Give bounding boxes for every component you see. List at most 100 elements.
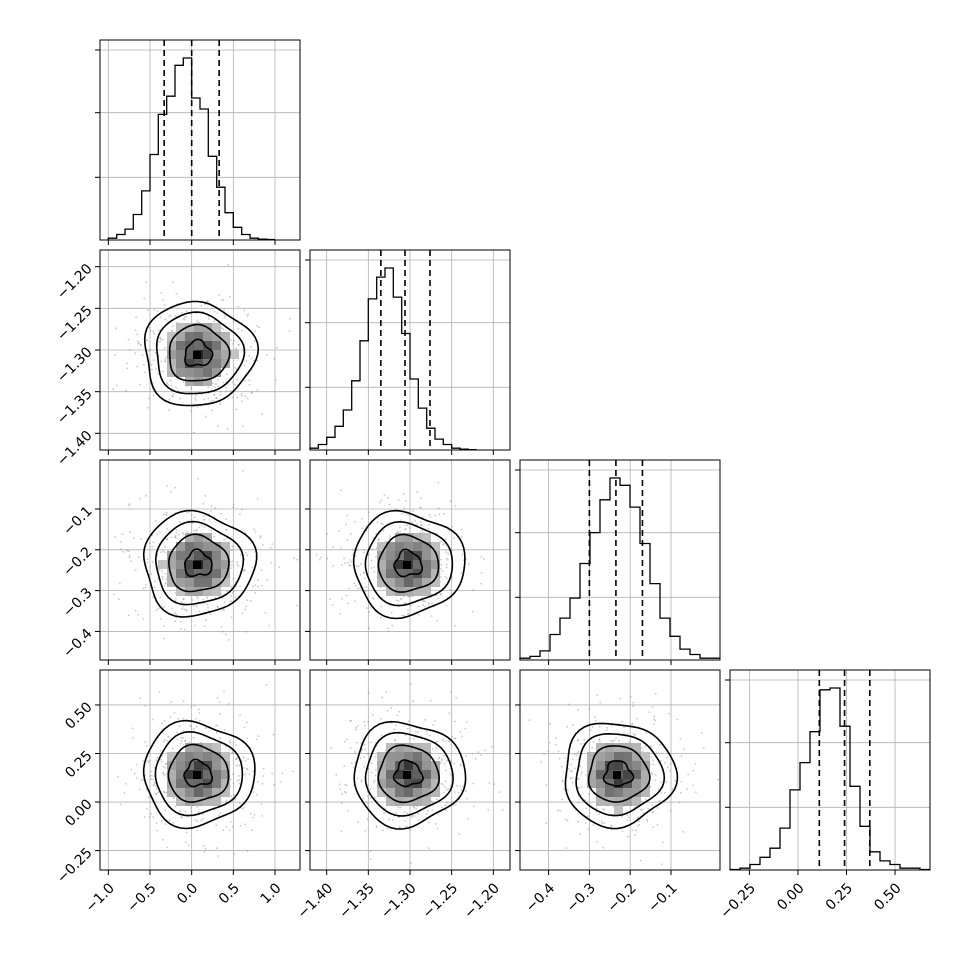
- sample-point: [447, 552, 450, 555]
- density-cell: [422, 542, 431, 551]
- sample-point: [186, 608, 188, 611]
- sample-point: [319, 558, 321, 561]
- sample-point: [163, 304, 166, 307]
- sample-point: [168, 398, 171, 401]
- density-cell: [431, 788, 440, 797]
- sample-point: [391, 819, 394, 821]
- sample-point: [649, 745, 652, 747]
- sample-point: [403, 507, 406, 510]
- axes-frame: [729, 669, 931, 871]
- sample-point: [450, 577, 453, 580]
- sample-point: [205, 415, 208, 418]
- sample-point: [261, 413, 263, 416]
- sample-point: [374, 756, 377, 758]
- sample-point: [128, 555, 131, 557]
- sample-point: [613, 739, 616, 742]
- sample-point: [213, 320, 215, 323]
- sample-point: [363, 720, 366, 723]
- density-cell: [185, 533, 194, 542]
- sample-point: [181, 607, 184, 610]
- density-cell: [641, 752, 650, 761]
- sample-point: [645, 732, 648, 734]
- sample-point: [118, 582, 121, 585]
- sample-point: [205, 619, 207, 622]
- sample-point: [243, 756, 245, 759]
- sample-point: [651, 706, 654, 708]
- y-tick-label: −0.4: [60, 626, 95, 661]
- sample-point: [245, 768, 248, 770]
- sample-point: [407, 609, 409, 611]
- sample-point: [659, 744, 661, 746]
- sample-point: [230, 584, 233, 587]
- x-tick-label: −0.1: [645, 880, 680, 915]
- sample-point: [367, 752, 370, 755]
- sample-point: [595, 807, 598, 810]
- sample-point: [350, 762, 353, 764]
- sample-point: [138, 788, 141, 791]
- sample-point: [163, 606, 166, 609]
- sample-point: [174, 805, 177, 808]
- sample-point: [369, 850, 371, 852]
- sample-point: [415, 808, 418, 810]
- sample-point: [426, 733, 428, 735]
- sample-point: [207, 397, 210, 400]
- density-cell: [221, 542, 230, 551]
- sample-point: [191, 522, 194, 525]
- sample-point: [431, 602, 433, 605]
- sample-point: [343, 790, 346, 793]
- sample-point: [261, 782, 264, 785]
- sample-point: [388, 818, 390, 821]
- sample-point: [225, 528, 228, 531]
- sample-point: [252, 791, 255, 793]
- sample-point: [407, 720, 410, 723]
- density-cell: [614, 743, 623, 752]
- sample-point: [428, 602, 430, 605]
- density-cell: [176, 788, 185, 797]
- sample-point: [273, 357, 276, 360]
- sample-point: [573, 753, 576, 756]
- sample-point: [151, 718, 154, 721]
- sample-point: [127, 338, 130, 341]
- sample-point: [350, 719, 352, 722]
- sample-point: [599, 701, 602, 704]
- density-cell: [185, 779, 194, 788]
- sample-point: [460, 764, 462, 767]
- sample-point: [222, 381, 225, 384]
- sample-point: [407, 523, 409, 526]
- sample-point: [331, 604, 334, 606]
- sample-point: [175, 535, 177, 537]
- sample-point: [171, 330, 174, 332]
- sample-point: [120, 548, 123, 551]
- sample-point: [465, 790, 467, 792]
- sample-point: [236, 757, 239, 760]
- sample-point: [658, 800, 661, 802]
- sample-point: [402, 492, 405, 495]
- sample-point: [244, 551, 247, 554]
- density-cell: [194, 332, 203, 341]
- sample-point: [427, 604, 430, 607]
- sample-point: [153, 332, 156, 335]
- sample-point: [437, 757, 440, 760]
- sample-point: [165, 773, 168, 775]
- sample-point: [650, 756, 652, 758]
- panel-1-0: −1.40−1.35−1.30−1.25−1.20: [54, 249, 301, 469]
- density-cell: [422, 779, 431, 788]
- sample-point: [388, 537, 391, 540]
- sample-point: [448, 740, 450, 743]
- panel-3-0: −1.0 −0.5 0.0 0.5 1.0−0.250.000.250.50: [54, 669, 301, 916]
- sample-point: [606, 726, 608, 729]
- sample-point: [184, 740, 187, 743]
- sample-point: [197, 811, 200, 814]
- x-tick-label: 0.0: [174, 880, 201, 907]
- sample-point: [146, 339, 149, 342]
- sample-point: [248, 355, 251, 357]
- density-cell: [377, 542, 386, 551]
- sample-point: [143, 816, 146, 818]
- sample-point: [370, 771, 373, 774]
- y-tick-label: −1.35: [54, 386, 96, 428]
- sample-point: [444, 575, 447, 578]
- sample-point: [163, 585, 166, 587]
- density-cell: [623, 779, 632, 788]
- density-cell: [221, 761, 230, 770]
- sample-point: [610, 824, 612, 827]
